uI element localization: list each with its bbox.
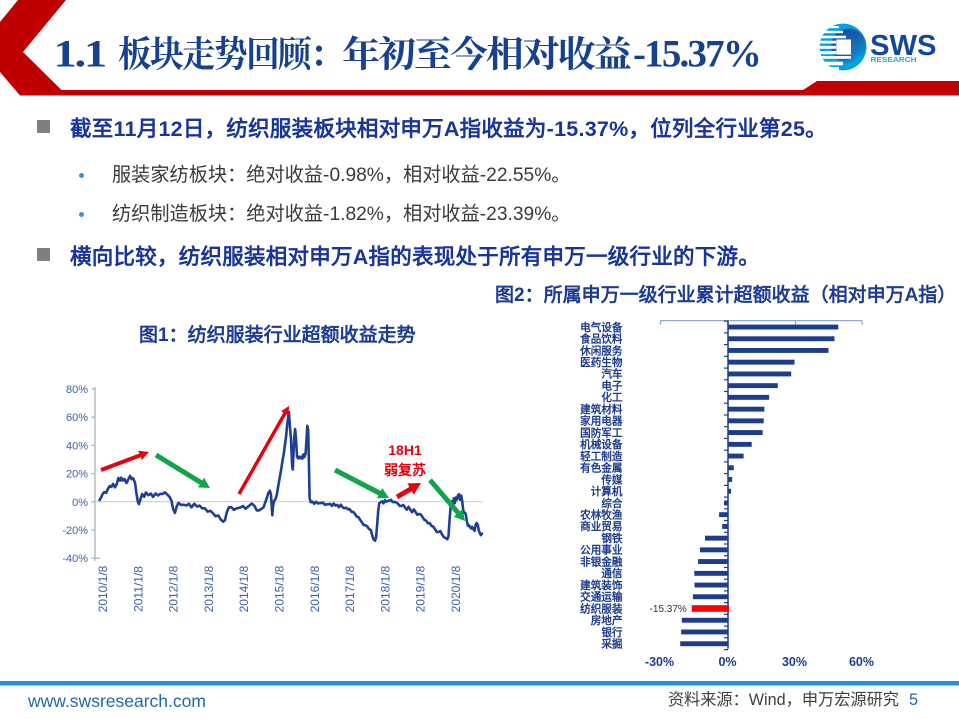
svg-text:化工: 化工 xyxy=(601,391,623,404)
svg-text:通信: 通信 xyxy=(601,567,623,580)
svg-text:公用事业: 公用事业 xyxy=(580,544,623,557)
svg-text:40%: 40% xyxy=(66,440,88,452)
svg-text:建筑装饰: 建筑装饰 xyxy=(579,579,623,592)
svg-text:非银金融: 非银金融 xyxy=(580,555,623,568)
svg-text:电子: 电子 xyxy=(601,379,623,392)
svg-text:轻工制造: 轻工制造 xyxy=(580,450,623,463)
svg-text:2019/1/8: 2019/1/8 xyxy=(414,565,428,612)
svg-text:房地产: 房地产 xyxy=(590,614,623,627)
svg-text:银行: 银行 xyxy=(601,626,623,639)
svg-text:18H1: 18H1 xyxy=(388,442,422,458)
svg-text:2018/1/8: 2018/1/8 xyxy=(378,565,392,612)
svg-text:商业贸易: 商业贸易 xyxy=(580,520,622,533)
svg-text:2014/1/8: 2014/1/8 xyxy=(237,565,251,612)
svg-text:汽车: 汽车 xyxy=(601,368,623,381)
svg-text:-15.37%: -15.37% xyxy=(650,604,687,615)
svg-text:建筑材料: 建筑材料 xyxy=(579,403,623,416)
svg-text:2015/1/8: 2015/1/8 xyxy=(273,565,287,612)
svg-text:板块走势回顾：: 板块走势回顾： xyxy=(118,35,342,75)
svg-text:30%: 30% xyxy=(782,655,807,669)
svg-text:计算机: 计算机 xyxy=(591,485,623,498)
svg-text:纺织服装: 纺织服装 xyxy=(580,602,623,615)
svg-text:60%: 60% xyxy=(66,412,88,424)
svg-text:1.1: 1.1 xyxy=(54,33,106,76)
svg-text:食品饮料: 食品饮料 xyxy=(579,333,623,346)
svg-text:SWS: SWS xyxy=(870,30,937,62)
svg-text:交通运输: 交通运输 xyxy=(580,591,623,604)
svg-text:2011/1/8: 2011/1/8 xyxy=(131,566,145,612)
svg-text:家用电器: 家用电器 xyxy=(580,415,623,428)
svg-text:80%: 80% xyxy=(66,384,88,396)
svg-text:国防军工: 国防军工 xyxy=(580,426,623,439)
svg-text:钢铁: 钢铁 xyxy=(601,532,623,545)
svg-text:休闲服务: 休闲服务 xyxy=(579,344,623,357)
svg-text:2020/1/8: 2020/1/8 xyxy=(449,565,463,612)
svg-text:有色金属: 有色金属 xyxy=(580,462,622,475)
svg-text:20%: 20% xyxy=(66,469,88,481)
svg-text:-15.37%: -15.37% xyxy=(633,33,760,76)
svg-text:机械设备: 机械设备 xyxy=(580,438,623,451)
svg-text:年初至今相对收益: 年初至今相对收益 xyxy=(342,35,632,75)
svg-text:弱复苏: 弱复苏 xyxy=(384,462,426,478)
svg-text:-20%: -20% xyxy=(62,525,88,537)
svg-text:2012/1/8: 2012/1/8 xyxy=(167,565,181,612)
svg-text:2017/1/8: 2017/1/8 xyxy=(343,565,357,612)
svg-text:农林牧渔: 农林牧渔 xyxy=(579,509,623,522)
svg-text:2016/1/8: 2016/1/8 xyxy=(308,565,322,612)
svg-text:综合: 综合 xyxy=(601,497,623,510)
svg-text:0%: 0% xyxy=(72,497,88,509)
svg-text:医药生物: 医药生物 xyxy=(580,356,623,369)
svg-text:RESEARCH: RESEARCH xyxy=(871,55,917,64)
svg-text:电气设备: 电气设备 xyxy=(580,321,623,334)
svg-text:0%: 0% xyxy=(718,655,736,669)
svg-text:-30%: -30% xyxy=(645,655,674,669)
svg-text:传媒: 传媒 xyxy=(600,473,623,486)
svg-text:2010/1/8: 2010/1/8 xyxy=(96,565,110,612)
svg-text:60%: 60% xyxy=(849,655,874,669)
svg-text:采掘: 采掘 xyxy=(600,638,623,651)
svg-text:-40%: -40% xyxy=(62,553,88,565)
svg-text:2013/1/8: 2013/1/8 xyxy=(202,565,216,612)
